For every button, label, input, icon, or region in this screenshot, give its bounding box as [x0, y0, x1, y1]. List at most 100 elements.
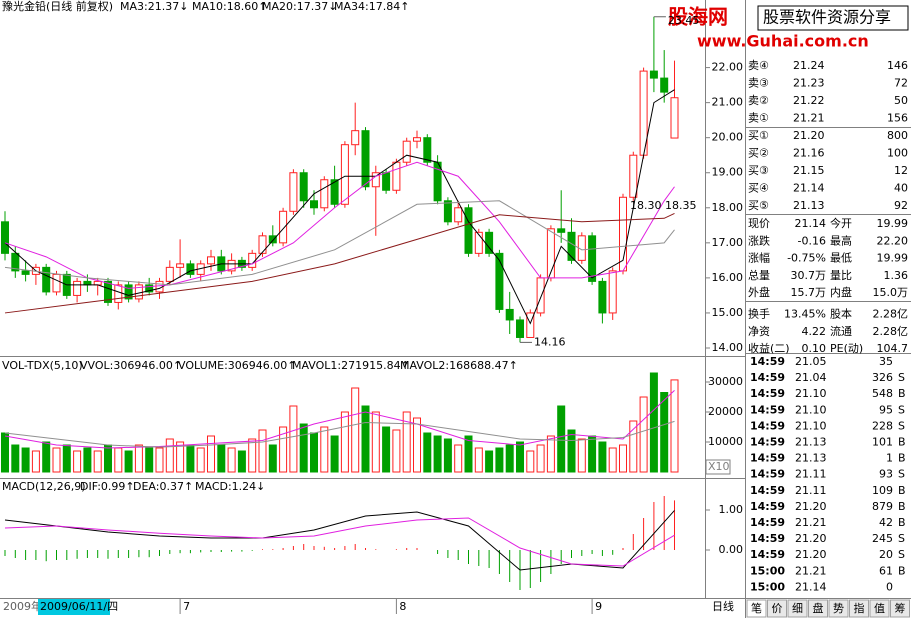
volume-bar [433, 435, 442, 473]
volume-bar [567, 429, 576, 473]
tick-side: S [898, 548, 905, 561]
candle-body [299, 172, 308, 202]
x-tick-label: 8 [399, 600, 406, 613]
tab-label[interactable]: 指 [854, 601, 865, 615]
y-tick-label: 30000 [708, 375, 743, 388]
stat-label: 量比 [830, 269, 852, 282]
candle-body [649, 70, 658, 79]
legend-entry: MAVOL2:168688.47↑ [400, 359, 518, 372]
tab[interactable] [828, 599, 849, 618]
volume-bar [505, 444, 514, 473]
high-label: 23.45 [668, 14, 700, 27]
tab-label[interactable]: 价 [772, 602, 783, 615]
candle-body [124, 284, 133, 300]
volume-bar [423, 432, 432, 473]
stat-label: 现价 [748, 217, 770, 230]
volume-bar [279, 426, 288, 473]
period-label[interactable]: 日线 [712, 599, 734, 613]
tick-price: 21.04 [795, 371, 827, 384]
tick-price: 21.11 [795, 484, 827, 497]
tick-volume: 20 [879, 548, 893, 561]
stat-label: 换手 [748, 307, 770, 321]
year-label: 2009年 [3, 599, 42, 613]
tab-label[interactable]: 势 [833, 602, 844, 615]
tab-label[interactable]: 笔 [751, 601, 762, 615]
candle-body [660, 77, 669, 93]
candle-body [443, 200, 452, 223]
tick-price: 21.14 [795, 580, 827, 593]
stat-value: 104.7 [877, 342, 909, 355]
logo-url: www.Guhai.com.cn [697, 32, 869, 51]
candle-body [289, 172, 298, 212]
tick-time: 14:59 [750, 548, 785, 561]
volume-bar [413, 417, 421, 473]
legend-entry: DIF:0.99↑ [80, 480, 135, 493]
y-tick-label: 0.00 [719, 543, 744, 556]
book-volume: 146 [887, 59, 908, 72]
book-label: 卖③ [748, 77, 769, 90]
volume-bar [289, 405, 298, 473]
candle-body [104, 280, 112, 303]
tick-price: 21.20 [795, 532, 827, 545]
volume-bar [608, 447, 617, 473]
volume-bar [330, 435, 339, 473]
tick-price: 21.11 [795, 468, 827, 481]
tick-side: B [898, 436, 906, 449]
volume-bar [93, 450, 102, 473]
tab-label[interactable]: 细 [792, 602, 803, 615]
volume-bar [186, 444, 195, 473]
book-volume: 92 [894, 199, 908, 212]
y-tick-label: 18.00 [712, 201, 744, 214]
tab[interactable] [869, 599, 890, 618]
volume-bar [351, 387, 360, 473]
x-tick-label: 7 [183, 600, 190, 613]
stat-value: 15.7万 [791, 286, 827, 299]
tick-volume: 101 [872, 436, 893, 449]
stat-label: 股本 [830, 307, 852, 321]
ma-line [4, 510, 675, 571]
tick-price: 21.20 [795, 548, 827, 561]
volume-bar [217, 444, 226, 473]
low-label: 14.16 [534, 335, 566, 348]
legend-entry: MAVOL1:271915.84↑ [292, 359, 410, 372]
volume-bar [237, 450, 246, 473]
tab-label[interactable]: 值 [874, 602, 885, 615]
volume-bar [495, 447, 504, 473]
cursor-box [38, 599, 110, 615]
tick-volume: 879 [872, 500, 893, 513]
tab-label[interactable]: 筹 [895, 601, 906, 615]
tab[interactable] [767, 599, 787, 618]
ma-line [4, 390, 675, 449]
volume-bar [248, 438, 257, 473]
y-tick-label: 20000 [708, 405, 743, 418]
tab[interactable] [746, 599, 767, 618]
stat-label: 最高 [830, 233, 852, 247]
tick-time: 14:59 [750, 484, 785, 497]
tab[interactable] [808, 599, 828, 618]
tab[interactable] [890, 599, 910, 618]
stat-label: 收益(二) [748, 341, 790, 355]
tab[interactable] [787, 599, 808, 618]
book-label: 买② [748, 147, 769, 160]
candle-body [474, 231, 483, 254]
book-volume: 40 [894, 182, 908, 195]
tick-volume: 35 [879, 355, 893, 368]
tick-volume: 93 [879, 468, 893, 481]
tick-price: 21.21 [795, 516, 827, 529]
book-price: 21.14 [793, 182, 825, 195]
volume-bar [443, 438, 452, 473]
tab[interactable] [849, 599, 869, 618]
tab-label[interactable]: 盘 [813, 601, 824, 615]
stat-value: 21.14 [795, 217, 827, 230]
tick-time: 14:59 [750, 419, 785, 432]
y-tick-label: 20.00 [712, 131, 744, 144]
candle-body [413, 137, 421, 142]
tick-price: 21.10 [795, 387, 827, 400]
candle-body [670, 97, 679, 139]
logo-box [757, 5, 909, 31]
book-price: 21.13 [793, 199, 825, 212]
ma-line [4, 420, 675, 448]
tick-side: B [898, 564, 906, 577]
chart-title: MACD(12,26,9) [2, 480, 86, 493]
